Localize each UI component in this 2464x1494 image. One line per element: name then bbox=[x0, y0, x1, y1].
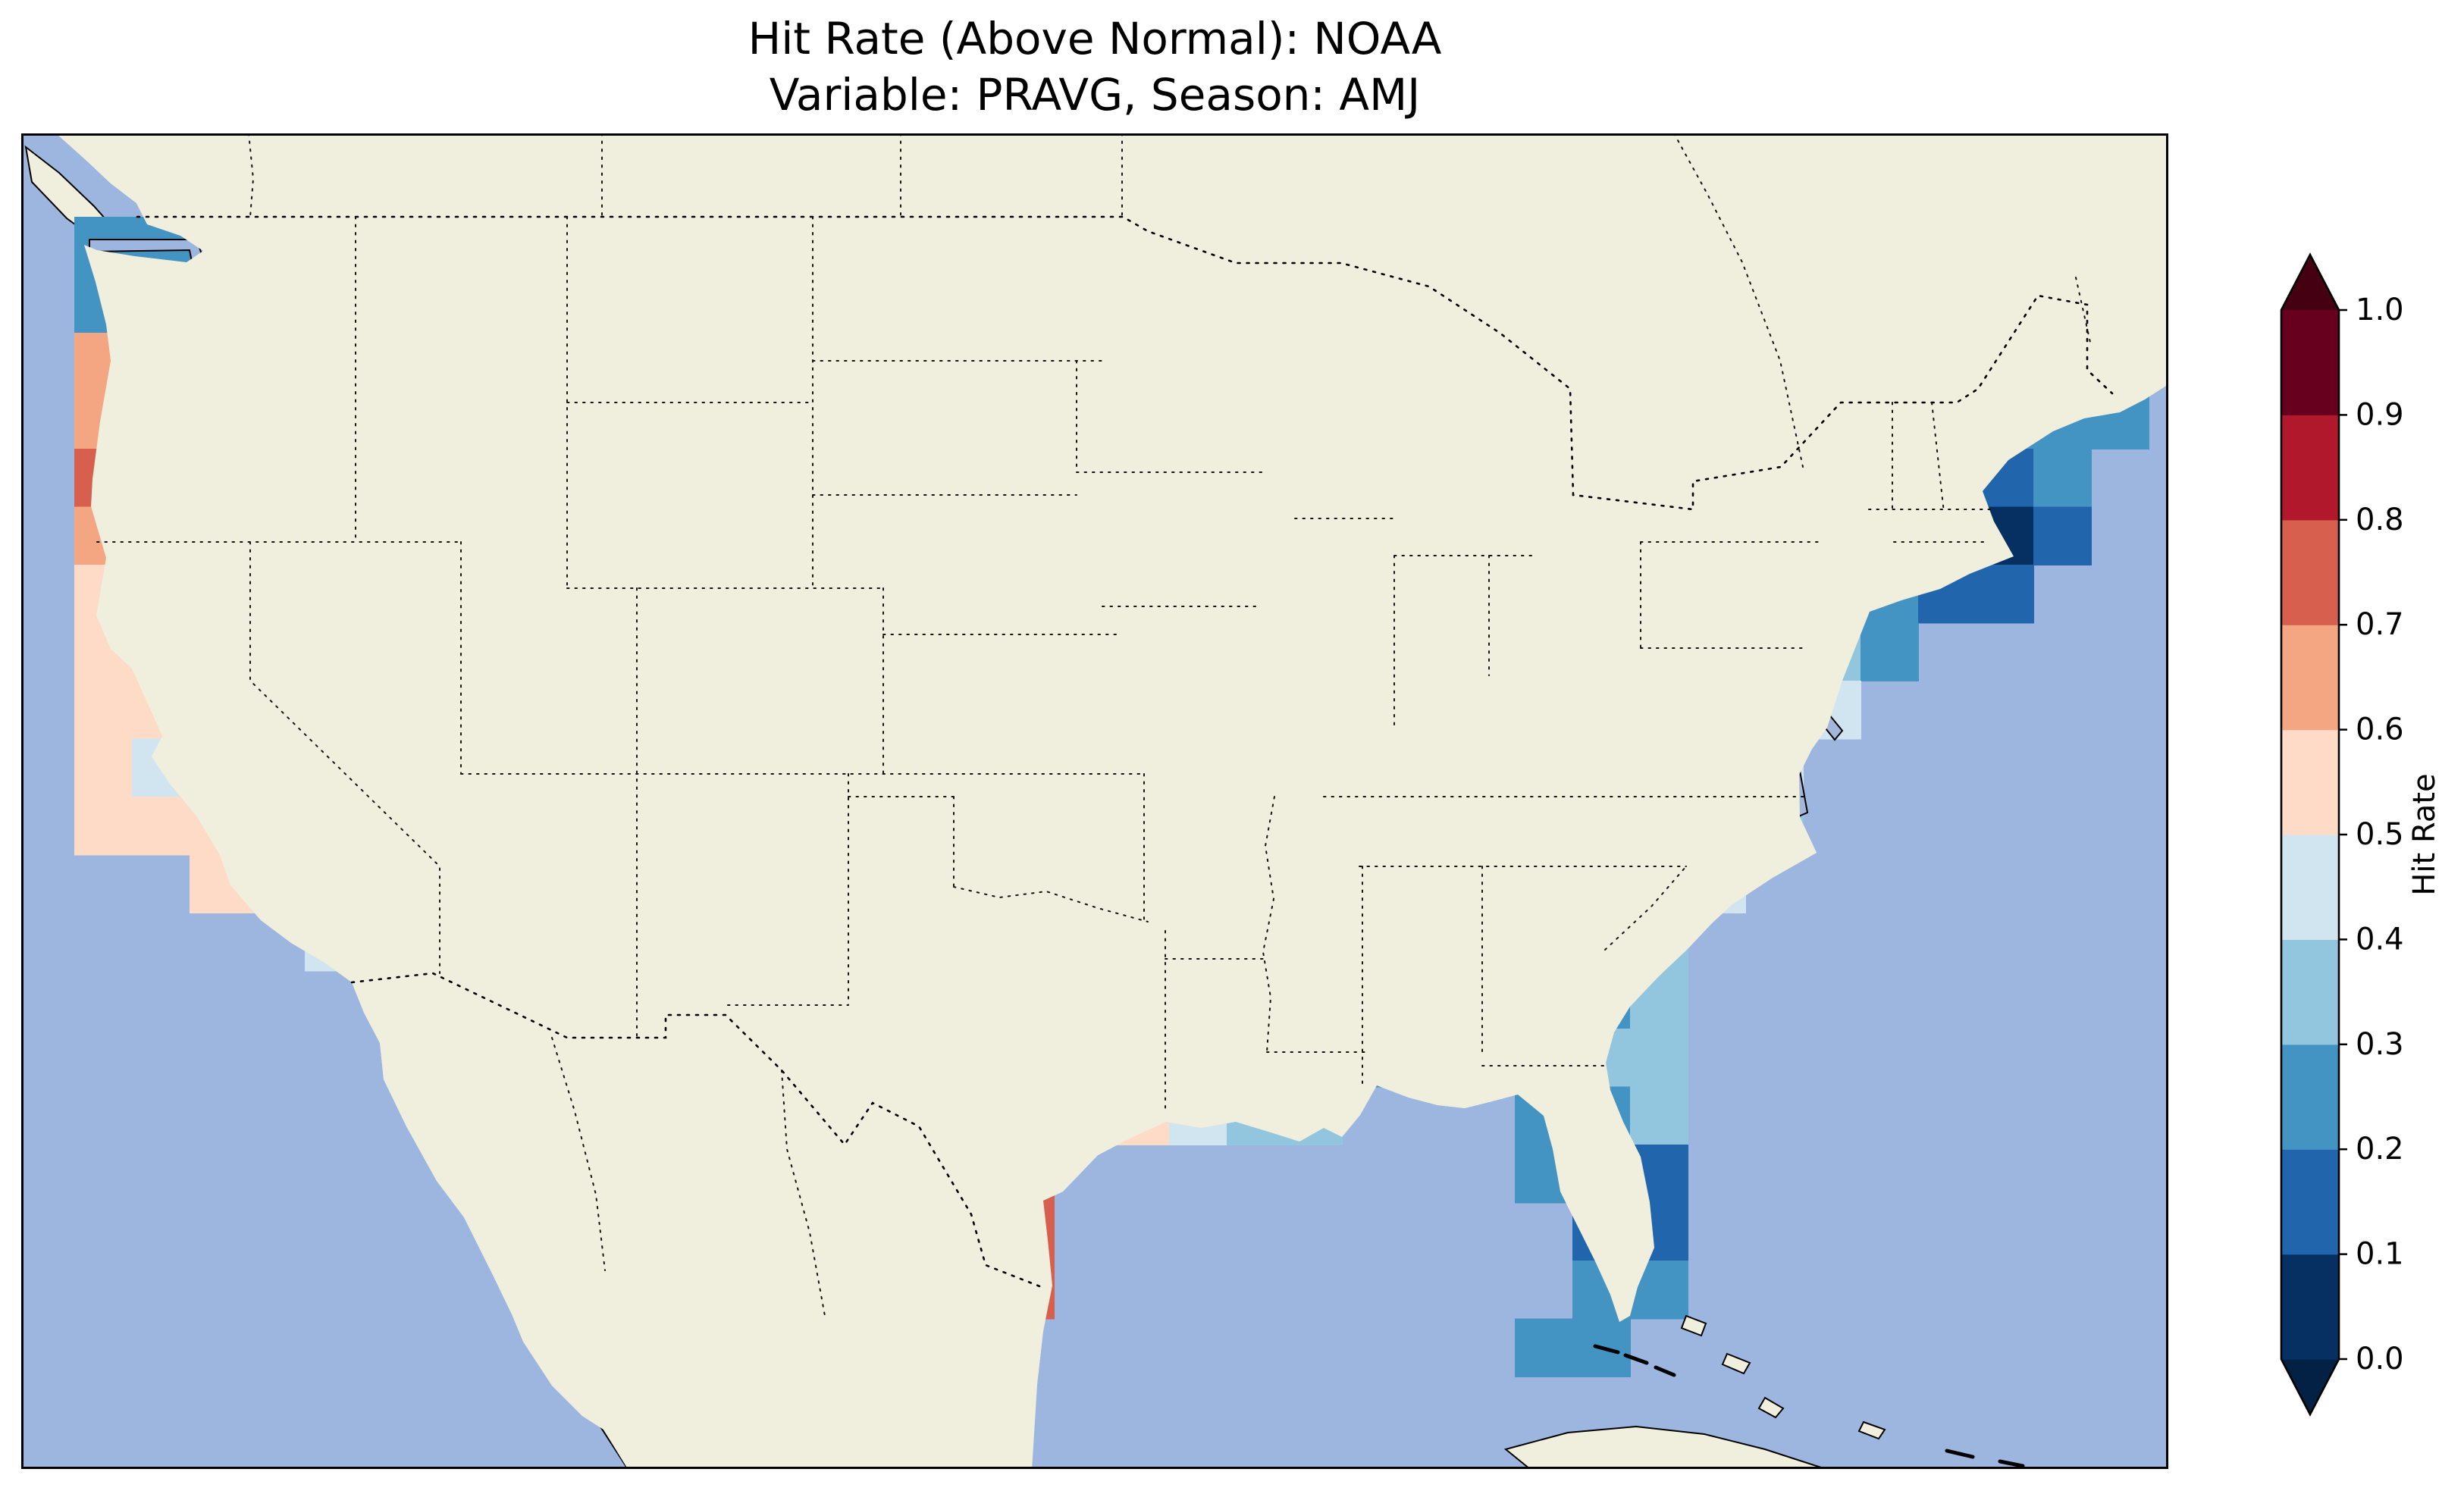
florida-keys bbox=[1593, 1344, 2025, 1468]
colorbar-band bbox=[2281, 1149, 2339, 1255]
plot-title: Hit Rate (Above Normal): NOAA Variable: … bbox=[21, 11, 2168, 123]
state-borders bbox=[96, 216, 1993, 1113]
heatmap-cell bbox=[74, 681, 133, 740]
panel-frame bbox=[21, 133, 2168, 1469]
colorbar-band bbox=[2281, 835, 2339, 940]
colorbar-extend-upper bbox=[2281, 255, 2339, 310]
colorbar-band bbox=[2281, 1044, 2339, 1150]
heatmap-cell bbox=[1861, 622, 1919, 681]
heatmap-cell bbox=[2033, 506, 2092, 565]
colorbar-axis-label: Hit Rate bbox=[2407, 773, 2442, 895]
colorbar-band bbox=[2281, 729, 2339, 835]
colorbar-tick-label: 0.6 bbox=[2356, 713, 2404, 747]
map-svg bbox=[21, 133, 2168, 1469]
heatmap-cell bbox=[74, 738, 133, 797]
colorbar: 0.0 0.1 0.2 0.3 0.4 0.5 0.6 0.7 0.8 0.9 1.0 Hit Rat… bbox=[2244, 0, 2464, 1494]
heatmap-cell bbox=[1976, 565, 2034, 624]
colorbar-tick-label: 0.2 bbox=[2356, 1132, 2404, 1167]
heatmap-cell bbox=[1630, 1086, 1688, 1145]
heatmap-cell bbox=[74, 797, 133, 856]
colorbar-tick-label: 0.4 bbox=[2356, 922, 2404, 957]
colorbar-tick-label: 0.8 bbox=[2356, 503, 2404, 537]
heatmap-cell bbox=[1515, 1318, 1573, 1377]
colorbar-tick-label: 0.9 bbox=[2356, 397, 2404, 432]
heatmap-cell bbox=[2033, 449, 2092, 508]
heatmap-cell bbox=[1630, 1029, 1688, 1088]
colorbar-tick-label: 0.1 bbox=[2356, 1237, 2404, 1272]
colorbar-tick-label: 0.7 bbox=[2356, 607, 2404, 642]
colorbar-tick-label: 0.3 bbox=[2356, 1027, 2404, 1062]
title-line-2: Variable: PRAVG, Season: AMJ bbox=[769, 69, 1421, 121]
colorbar-band bbox=[2281, 1254, 2339, 1360]
heatmap-cell bbox=[132, 797, 190, 856]
mexico-state-borders bbox=[551, 1037, 826, 1317]
colorbar-tick-label: 1.0 bbox=[2356, 293, 2404, 327]
colorbar-tick-label: 0.0 bbox=[2356, 1342, 2404, 1377]
colorbar-band bbox=[2281, 939, 2339, 1045]
colorbar-band bbox=[2281, 415, 2339, 521]
caribbean-islands bbox=[1503, 1314, 2025, 1469]
colorbar-band bbox=[2281, 310, 2339, 415]
colorbar-band bbox=[2281, 625, 2339, 731]
colorbar-svg: 0.0 0.1 0.2 0.3 0.4 0.5 0.6 0.7 0.8 0.9 1.0 Hit Rat… bbox=[2280, 252, 2442, 1417]
bahamas-islands bbox=[1680, 1314, 1886, 1440]
colorbar-extend-lower bbox=[2281, 1359, 2339, 1414]
map-panel bbox=[21, 133, 2168, 1469]
colorbar-band bbox=[2281, 519, 2339, 625]
title-line-1: Hit Rate (Above Normal): NOAA bbox=[748, 13, 1442, 64]
cuba-island bbox=[1503, 1425, 1826, 1469]
colorbar-tick-label: 0.5 bbox=[2356, 817, 2404, 852]
canada-province-borders bbox=[248, 133, 2092, 468]
